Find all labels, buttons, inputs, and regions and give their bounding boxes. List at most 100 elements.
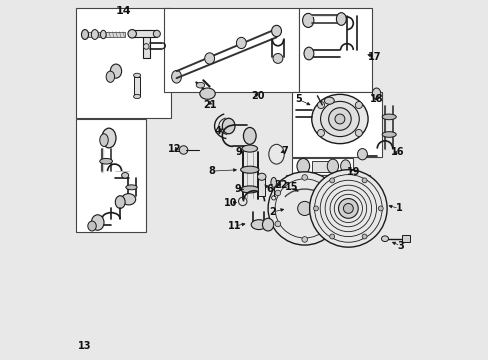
Ellipse shape xyxy=(302,13,313,27)
Ellipse shape xyxy=(336,13,346,25)
Circle shape xyxy=(329,178,334,183)
Bar xyxy=(258,178,264,197)
Ellipse shape xyxy=(328,108,350,130)
Bar xyxy=(86,32,125,37)
Ellipse shape xyxy=(382,132,395,137)
Circle shape xyxy=(301,175,307,180)
Ellipse shape xyxy=(106,71,114,82)
Circle shape xyxy=(317,102,324,109)
Bar xyxy=(142,30,149,58)
Text: 2: 2 xyxy=(269,207,276,217)
Ellipse shape xyxy=(296,158,309,174)
Text: 9: 9 xyxy=(235,147,242,157)
Bar xyxy=(291,92,382,157)
Ellipse shape xyxy=(240,166,259,173)
Text: 1: 1 xyxy=(395,203,402,213)
Ellipse shape xyxy=(91,215,104,230)
Text: 10: 10 xyxy=(224,198,237,208)
Ellipse shape xyxy=(100,158,112,164)
Text: 17: 17 xyxy=(367,52,381,62)
Text: 16: 16 xyxy=(390,147,404,157)
Ellipse shape xyxy=(334,114,344,124)
Circle shape xyxy=(317,130,324,136)
Ellipse shape xyxy=(125,185,137,190)
Circle shape xyxy=(297,201,311,216)
Ellipse shape xyxy=(243,127,256,144)
Bar xyxy=(132,30,157,37)
Text: 5: 5 xyxy=(294,94,301,104)
Bar xyxy=(285,175,369,211)
Ellipse shape xyxy=(100,134,108,147)
Ellipse shape xyxy=(91,30,98,40)
Text: 9: 9 xyxy=(234,184,241,194)
Ellipse shape xyxy=(204,53,214,64)
Ellipse shape xyxy=(271,25,281,37)
Circle shape xyxy=(343,203,352,213)
Circle shape xyxy=(378,206,383,211)
Circle shape xyxy=(267,172,341,245)
Text: 15: 15 xyxy=(284,182,298,192)
Ellipse shape xyxy=(122,194,136,205)
Ellipse shape xyxy=(110,64,122,78)
Ellipse shape xyxy=(355,183,372,202)
Text: 8: 8 xyxy=(208,166,215,176)
Circle shape xyxy=(313,206,318,211)
Text: 3: 3 xyxy=(396,241,403,251)
Bar xyxy=(311,161,329,172)
Text: 11: 11 xyxy=(227,221,241,231)
Ellipse shape xyxy=(272,54,282,63)
Ellipse shape xyxy=(102,128,116,148)
Ellipse shape xyxy=(115,196,125,208)
Ellipse shape xyxy=(242,145,257,152)
Text: 7: 7 xyxy=(281,146,288,156)
Circle shape xyxy=(309,170,386,247)
Ellipse shape xyxy=(222,118,235,134)
Ellipse shape xyxy=(357,149,366,160)
Circle shape xyxy=(338,199,358,218)
Ellipse shape xyxy=(251,220,266,230)
Ellipse shape xyxy=(133,73,141,77)
Ellipse shape xyxy=(153,30,160,37)
Text: 22: 22 xyxy=(273,180,287,190)
Text: 4: 4 xyxy=(214,126,221,136)
Text: 13: 13 xyxy=(78,341,91,351)
Ellipse shape xyxy=(81,30,88,40)
Ellipse shape xyxy=(171,71,181,83)
Text: 18: 18 xyxy=(369,94,383,104)
Ellipse shape xyxy=(311,94,367,144)
Bar xyxy=(134,77,140,96)
Circle shape xyxy=(274,190,280,196)
Circle shape xyxy=(355,102,362,109)
Text: 12: 12 xyxy=(168,144,182,154)
Ellipse shape xyxy=(382,114,395,120)
Ellipse shape xyxy=(88,221,96,231)
Ellipse shape xyxy=(122,172,128,178)
Text: 14: 14 xyxy=(115,6,131,16)
Ellipse shape xyxy=(236,37,246,49)
Ellipse shape xyxy=(200,88,215,99)
Ellipse shape xyxy=(320,102,359,136)
Ellipse shape xyxy=(257,173,265,180)
Bar xyxy=(401,235,409,242)
Circle shape xyxy=(328,190,334,196)
Circle shape xyxy=(329,234,334,239)
Circle shape xyxy=(274,221,280,227)
Text: 19: 19 xyxy=(346,167,360,177)
Circle shape xyxy=(355,130,362,136)
Text: 6: 6 xyxy=(265,184,272,194)
Bar xyxy=(299,8,371,92)
Ellipse shape xyxy=(326,159,338,173)
Ellipse shape xyxy=(270,177,276,187)
Circle shape xyxy=(301,237,307,242)
Text: 20: 20 xyxy=(251,91,264,101)
Bar xyxy=(76,8,171,118)
Ellipse shape xyxy=(128,30,136,38)
Ellipse shape xyxy=(179,146,187,154)
Ellipse shape xyxy=(101,30,106,39)
Circle shape xyxy=(361,234,366,239)
Ellipse shape xyxy=(340,160,350,172)
Ellipse shape xyxy=(304,47,313,60)
Ellipse shape xyxy=(143,44,149,49)
Ellipse shape xyxy=(196,82,204,88)
Ellipse shape xyxy=(371,88,380,99)
